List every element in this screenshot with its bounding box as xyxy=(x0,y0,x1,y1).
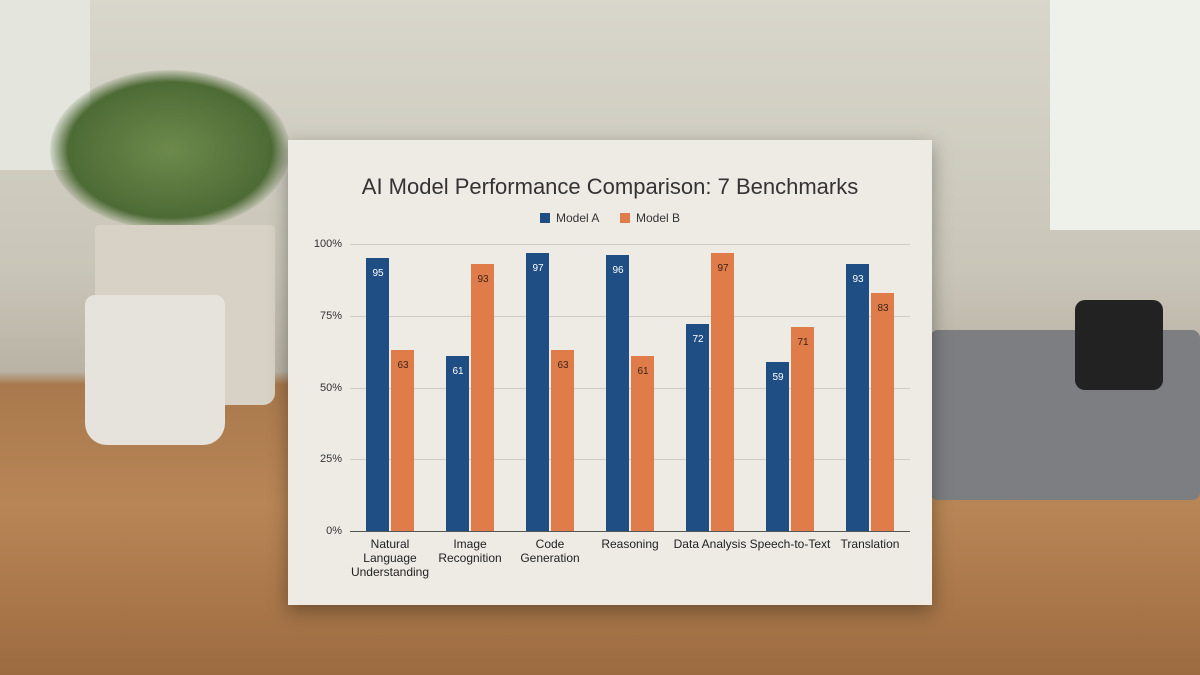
grid-line xyxy=(350,244,910,245)
bar xyxy=(846,264,869,531)
value-label: 63 xyxy=(557,360,569,372)
value-label: 59 xyxy=(772,371,784,383)
bar xyxy=(766,361,789,531)
legend-label: Model B xyxy=(636,211,681,225)
bar xyxy=(446,355,469,531)
legend-swatch xyxy=(620,213,630,223)
value-label: 83 xyxy=(877,302,889,314)
value-label: 96 xyxy=(612,265,624,277)
value-label: 61 xyxy=(637,365,649,377)
grid-line xyxy=(350,459,910,461)
y-tick-label: 100% xyxy=(313,238,342,250)
value-label: 63 xyxy=(397,360,409,372)
chart-card: AI Model Performance Comparison: 7 Bench… xyxy=(288,140,932,605)
x-tick-label: Translation xyxy=(840,537,900,551)
value-label: 72 xyxy=(692,334,704,346)
bar xyxy=(551,350,574,531)
x-tick-label: Data Analysis xyxy=(673,537,747,551)
bar xyxy=(606,255,629,531)
window xyxy=(1050,0,1200,230)
x-tick-label: Speech-to-Text xyxy=(749,537,831,551)
bar xyxy=(686,324,709,531)
value-label: 71 xyxy=(797,337,809,349)
y-tick-label: 75% xyxy=(319,309,342,322)
value-label: 97 xyxy=(532,262,544,274)
y-tick-label: 50% xyxy=(319,381,342,394)
bar xyxy=(711,252,734,531)
camera-lens xyxy=(1075,300,1163,390)
bar xyxy=(791,327,814,531)
value-label: 95 xyxy=(372,268,384,280)
bar xyxy=(631,355,654,531)
legend-swatch xyxy=(540,213,550,223)
bar xyxy=(526,252,549,531)
x-tick-label: Image Recognition xyxy=(438,537,502,565)
y-tick-label: 0% xyxy=(326,525,342,537)
grid-line xyxy=(350,387,910,389)
bar xyxy=(366,258,389,531)
bar xyxy=(391,350,414,531)
grid-line xyxy=(350,315,910,317)
value-label: 61 xyxy=(452,365,464,377)
value-label: 93 xyxy=(852,274,864,286)
bar xyxy=(871,292,894,531)
value-label: 93 xyxy=(477,274,489,286)
legend-label: Model A xyxy=(556,211,600,225)
x-tick-label: Reasoning xyxy=(601,537,659,551)
x-tick-label: Natural Language Understanding xyxy=(350,537,430,579)
bar xyxy=(471,264,494,531)
plant xyxy=(50,70,290,230)
value-label: 97 xyxy=(717,262,729,274)
y-tick-label: 25% xyxy=(319,453,342,466)
x-tick-label: Code Generation xyxy=(520,537,580,565)
chart-title: AI Model Performance Comparison: 7 Bench… xyxy=(361,174,859,199)
grid-line xyxy=(350,531,910,532)
mug xyxy=(85,295,225,445)
